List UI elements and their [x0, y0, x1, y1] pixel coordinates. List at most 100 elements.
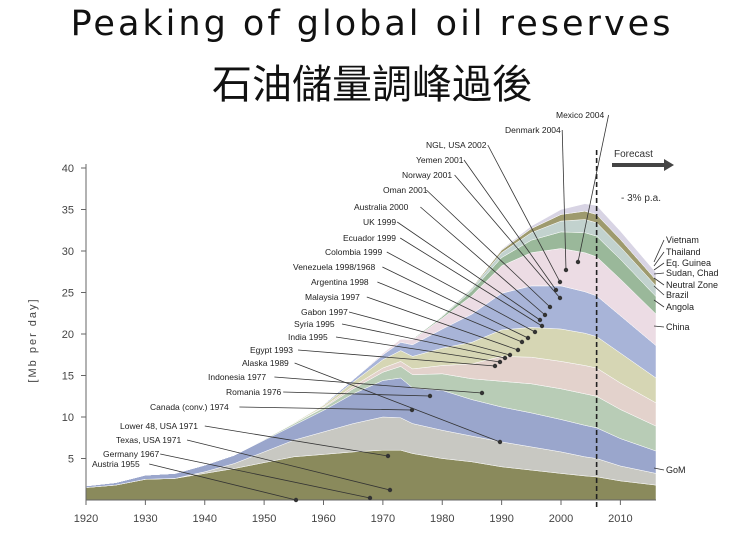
region-label: Sudan, Chad [666, 268, 719, 278]
peak-annotation-label: Syria 1995 [294, 319, 335, 329]
peak-annotation-label: Norway 2001 [402, 170, 452, 180]
peak-annotation-label: Canada (conv.) 1974 [150, 402, 229, 412]
annotation-leader [577, 114, 609, 263]
region-label: Angola [666, 302, 694, 312]
region-leader [653, 262, 665, 271]
region-label: Vietnam [666, 235, 699, 245]
annotation-leader [274, 376, 483, 394]
annotation-marker [409, 407, 415, 413]
peak-annotation-label: Egypt 1993 [250, 345, 293, 355]
peak-annotation-label: Alaska 1989 [242, 358, 289, 368]
peak-annotation-label: Oman 2001 [383, 185, 428, 195]
region-leader [653, 285, 665, 296]
annotation-leader [149, 463, 297, 501]
x-tick-label: 1940 [193, 513, 217, 525]
peak-annotation-label: Lower 48, USA 1971 [120, 421, 198, 431]
x-tick-label: 1920 [74, 513, 98, 525]
annotation-leader [382, 266, 529, 339]
peak-annotation-label: India 1995 [288, 332, 328, 342]
annotation-leader [454, 174, 561, 299]
annotation-leader [396, 221, 541, 321]
region-leader [653, 277, 665, 286]
annotation-marker [563, 267, 569, 273]
annotation-marker [547, 304, 553, 310]
peak-annotation-label: Denmark 2004 [505, 125, 561, 135]
annotation-marker [497, 359, 503, 365]
annotation-marker [575, 259, 581, 265]
peak-annotation-label: Australia 2000 [354, 202, 409, 212]
annotation-marker [385, 453, 391, 459]
peak-annotation-label: Argentina 1998 [311, 277, 369, 287]
y-tick-label: 5 [68, 454, 74, 466]
annotation-marker [557, 279, 563, 285]
annotation-leader [487, 144, 561, 283]
annotation-leader [399, 237, 543, 327]
annotation-leader [377, 281, 523, 343]
annotation-marker [553, 287, 559, 293]
annotation-leader [561, 129, 567, 271]
region-label: Thailand [666, 247, 701, 257]
peak-annotations: Mexico 2004 Denmark 2004 NGL, USA 2002 Yeme… [92, 110, 719, 503]
x-tick-label: 1950 [252, 513, 276, 525]
annotation-leader [335, 336, 501, 363]
annotation-leader [426, 189, 551, 308]
x-tick-label: 1970 [371, 513, 395, 525]
annotation-marker [507, 352, 513, 358]
annotation-marker [525, 335, 531, 341]
x-tick-label: 2000 [549, 513, 573, 525]
x-tick-label: 1960 [311, 513, 335, 525]
chinese-title: 石油儲量調峰過後 [212, 62, 532, 108]
annotation-leader [386, 251, 536, 333]
peak-annotation-label: Ecuador 1999 [343, 233, 396, 243]
region-leader [653, 272, 665, 275]
y-tick-label: 10 [62, 412, 74, 424]
annotation-marker [519, 339, 525, 345]
peak-annotation-label: NGL, USA 2002 [426, 140, 487, 150]
annotation-leader [186, 439, 391, 491]
annotation-leader [341, 323, 506, 359]
annotation-leader [283, 391, 431, 397]
y-tick-label: 40 [62, 163, 74, 175]
y-tick-label: 15 [62, 371, 74, 383]
peak-annotation-label: Colombia 1999 [325, 247, 382, 257]
annotation-marker [367, 495, 373, 501]
annotation-marker [539, 323, 545, 329]
peak-annotation-label: Malaysia 1997 [305, 292, 360, 302]
x-tick-label: 1930 [133, 513, 157, 525]
region-leader [653, 325, 665, 328]
region-label: Eq. Guinea [666, 258, 711, 268]
stacked-areas [85, 203, 657, 501]
x-tick-label: 1980 [430, 513, 454, 525]
region-leader [653, 251, 665, 267]
english-title: Peaking of global oil reserves [70, 4, 674, 44]
chart-axes: 5 10 15 20 25 30 35 40 1920 1930 1940 1950 1960 1970 1… [62, 150, 656, 525]
peak-annotation-label: Venezuela 1998/1968 [293, 262, 376, 272]
region-leader [653, 239, 665, 263]
x-tick-label: 1990 [489, 513, 513, 525]
peak-annotation-label: Germany 1967 [103, 449, 159, 459]
y-tick-label: 35 [62, 205, 74, 217]
annotation-marker [537, 317, 543, 323]
forecast-arrow-icon [612, 159, 674, 171]
region-label: Brazil [666, 290, 689, 300]
peak-annotation-label: Gabon 1997 [301, 307, 348, 317]
region-leader [653, 467, 665, 471]
region-label: China [666, 322, 690, 332]
peak-annotation-label: Texas, USA 1971 [116, 435, 181, 445]
annotation-leader [420, 206, 546, 316]
annotation-marker [497, 439, 503, 445]
annotation-leader [297, 349, 496, 367]
peak-annotation-label: Romania 1976 [226, 387, 282, 397]
region-label: GoM [666, 465, 686, 475]
annotation-marker [515, 347, 521, 353]
area-series-12 [85, 203, 657, 487]
annotation-marker [479, 390, 485, 396]
annotation-leader [239, 406, 413, 411]
region-label: Neutral Zone [666, 280, 718, 290]
annotation-leader [294, 362, 501, 443]
y-tick-label: 25 [62, 288, 74, 300]
annotation-marker [387, 487, 393, 493]
annotation-marker [492, 363, 498, 369]
forecast-label: Forecast [614, 149, 653, 160]
